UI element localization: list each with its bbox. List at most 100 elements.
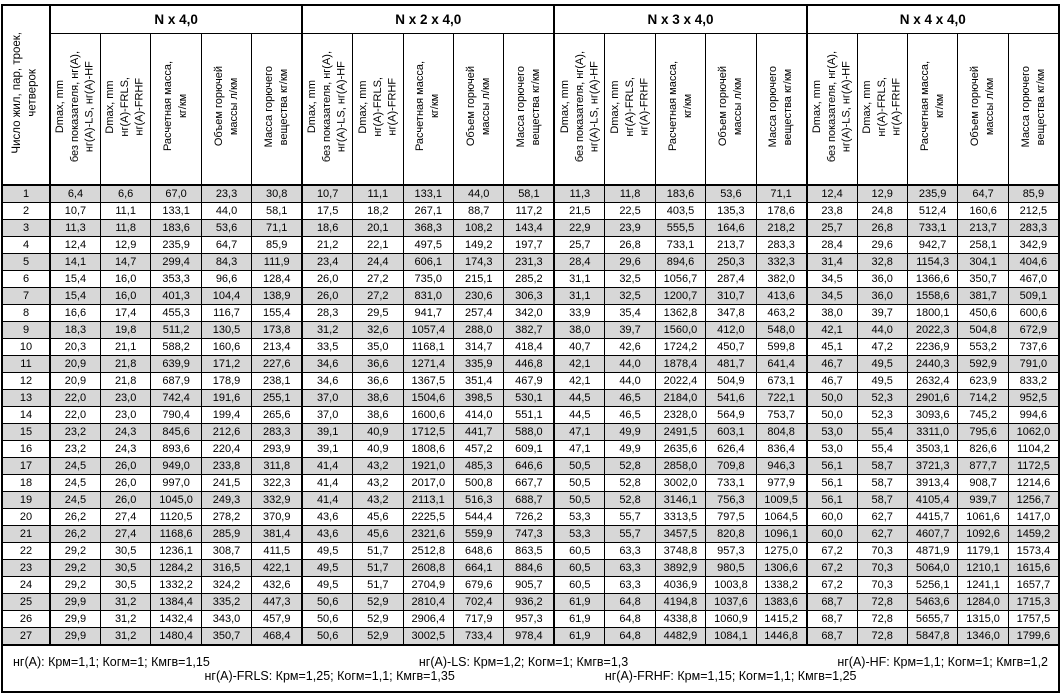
value-cell: 62,7 [856, 525, 908, 543]
value-cell: 235,9 [150, 236, 202, 254]
value-cell: 58,7 [856, 491, 908, 509]
value-cell: 257,4 [452, 304, 505, 322]
value-cell: 24,3 [99, 423, 152, 441]
value-cell: 335,9 [452, 355, 505, 373]
value-cell: 791,0 [1007, 355, 1060, 373]
value-cell: 36,0 [856, 270, 908, 288]
value-cell: 42,1 [805, 321, 858, 339]
value-cell: 23,8 [805, 202, 858, 220]
value-cell: 688,7 [503, 491, 555, 509]
value-cell: 5463,6 [906, 593, 959, 611]
value-cell: 64,8 [604, 627, 656, 646]
value-cell: 29,9 [48, 610, 101, 628]
value-cell: 997,0 [150, 474, 202, 492]
value-cell: 178,6 [755, 202, 808, 220]
value-cell: 68,7 [805, 627, 858, 646]
value-cell: 51,7 [352, 542, 404, 560]
value-cell: 2321,6 [402, 525, 455, 543]
value-cell: 26,0 [301, 270, 354, 288]
value-cell: 1200,7 [654, 287, 707, 305]
value-cell: 308,7 [200, 542, 253, 560]
value-cell: 467,0 [1007, 270, 1060, 288]
value-cell: 413,6 [755, 287, 808, 305]
value-cell: 53,0 [805, 423, 858, 441]
column-header-text: Масса горючего вещества кг/км [767, 65, 795, 148]
column-header-dmax-fr: Dmax, mm нг(А)-FRLS, нг(А)-FRHF [352, 33, 404, 186]
value-cell: 49,9 [604, 440, 656, 458]
value-cell: 37,0 [301, 389, 354, 407]
value-cell: 2635,6 [654, 440, 707, 458]
value-cell: 512,4 [906, 202, 959, 220]
value-cell: 450,7 [705, 338, 757, 356]
value-cell: 15,4 [48, 270, 101, 288]
value-cell: 29,9 [48, 627, 101, 646]
value-cell: 2022,4 [654, 372, 707, 390]
value-cell: 311,8 [251, 457, 303, 475]
value-cell: 67,2 [805, 542, 858, 560]
value-cell: 2236,9 [906, 338, 959, 356]
value-cell: 60,0 [805, 508, 858, 526]
value-cell: 12,4 [805, 184, 858, 203]
row-number: 25 [1, 593, 51, 611]
value-cell: 447,3 [251, 593, 303, 611]
value-cell: 38,6 [352, 406, 404, 424]
value-cell: 5847,8 [906, 627, 959, 646]
table-row: 8 16,6 17,4 455,3 116,7 155,4 28,3 29,5 941,7 257… [1, 304, 1060, 322]
value-cell: 1459,2 [1007, 525, 1060, 543]
value-cell: 50,0 [805, 406, 858, 424]
value-cell: 46,5 [604, 406, 656, 424]
value-cell: 49,5 [301, 542, 354, 560]
value-cell: 212,6 [200, 423, 253, 441]
column-header-combustible-mass: Масса горючего вещества кг/км [251, 33, 303, 186]
value-cell: 12,4 [48, 236, 101, 254]
column-header-combustible-volume: Объем горючей массы л/км [705, 33, 757, 186]
value-cell: 5655,7 [906, 610, 959, 628]
table-row: 6 15,4 16,0 353,3 96,6 128,4 26,0 27,2 735,0 215,… [1, 270, 1060, 288]
value-cell: 31,2 [99, 627, 152, 646]
value-cell: 17,4 [99, 304, 152, 322]
corner-header-text: Число жил, пар, троек, четверок [11, 31, 39, 154]
value-cell: 511,2 [150, 321, 202, 339]
value-cell: 267,1 [402, 202, 455, 220]
value-cell: 623,9 [957, 372, 1009, 390]
column-header-text: Dmax, mm нг(А)-FRLS, нг(А)-FRHF [356, 76, 399, 137]
value-cell: 342,9 [1007, 236, 1060, 254]
value-cell: 3146,1 [654, 491, 707, 509]
value-cell: 283,3 [755, 236, 808, 254]
value-cell: 350,7 [957, 270, 1009, 288]
value-cell: 64,8 [604, 610, 656, 628]
row-number: 3 [1, 219, 51, 237]
value-cell: 2632,4 [906, 372, 959, 390]
value-cell: 1366,6 [906, 270, 959, 288]
value-cell: 412,0 [705, 321, 757, 339]
value-cell: 797,5 [705, 508, 757, 526]
value-cell: 957,3 [503, 610, 555, 628]
value-cell: 497,5 [402, 236, 455, 254]
value-cell: 4105,4 [906, 491, 959, 509]
table-header: Число жил, пар, троек, четверок N x 4,0 … [1, 4, 1060, 186]
column-header-text: Dmax, mm без показателя, нг(А), нг(А)-LS, … [810, 50, 853, 163]
value-cell: 753,7 [755, 406, 808, 424]
value-cell: 133,1 [150, 202, 202, 220]
value-cell: 23,4 [301, 253, 354, 271]
value-cell: 1799,6 [1007, 627, 1060, 646]
column-header-text: Dmax, mm нг(А)-FRLS, нг(А)-FRHF [608, 76, 651, 137]
value-cell: 795,6 [957, 423, 1009, 441]
value-cell: 411,5 [251, 542, 303, 560]
value-cell: 3892,9 [654, 559, 707, 577]
value-cell: 50,5 [553, 457, 606, 475]
value-cell: 1504,6 [402, 389, 455, 407]
table-row: 12 20,9 21,8 687,9 178,9 238,1 34,6 36,6 1367,5 3… [1, 372, 1060, 390]
value-cell: 227,6 [251, 355, 303, 373]
value-cell: 1056,7 [654, 270, 707, 288]
value-cell: 16,0 [99, 270, 152, 288]
value-cell: 23,0 [99, 406, 152, 424]
value-cell: 733,1 [654, 236, 707, 254]
value-cell: 55,7 [604, 525, 656, 543]
row-number: 7 [1, 287, 51, 305]
value-cell: 6,6 [99, 184, 152, 203]
value-cell: 49,5 [301, 576, 354, 594]
value-cell: 70,3 [856, 559, 908, 577]
value-cell: 116,7 [200, 304, 253, 322]
